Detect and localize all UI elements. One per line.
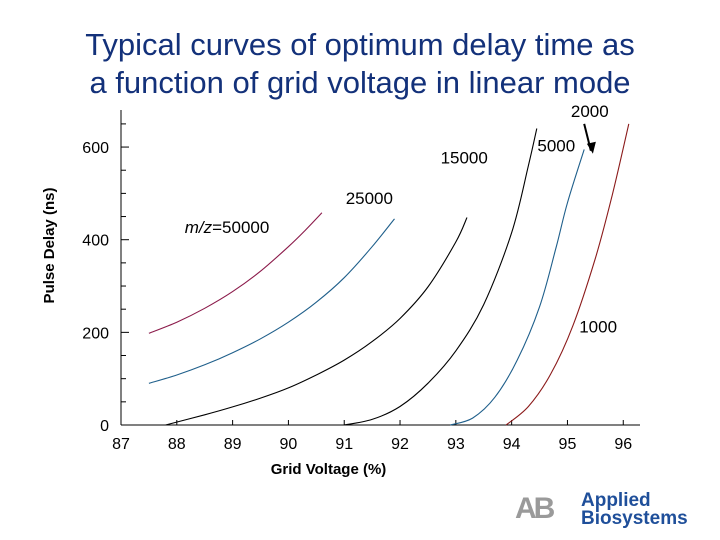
curve-label: m/z=50000 (185, 218, 270, 237)
logo-line-2: Biosystems (581, 508, 688, 529)
slide-title: Typical curves of optimum delay time as … (0, 26, 720, 102)
slide-title-line-2: a function of grid voltage in linear mod… (89, 65, 631, 100)
x-tick-label: 88 (168, 436, 186, 453)
annotation-arrow (583, 123, 596, 154)
logo-wordmark: Applied Biosystems (581, 490, 688, 529)
curve-1000 (505, 123, 630, 426)
y-axis-title: Pulse Delay (ns) (41, 188, 58, 304)
y-tick-label: 200 (82, 325, 109, 342)
applied-biosystems-logo: AB Applied Biosystems (515, 490, 695, 529)
curve-label: 2000 (571, 102, 609, 121)
slide-title-line-1: Typical curves of optimum delay time as (85, 27, 635, 62)
curve-2000 (450, 149, 585, 426)
chart-curves (148, 123, 630, 426)
logo-mark: AB (515, 492, 555, 525)
x-tick-label: 95 (559, 436, 577, 453)
x-tick-label: 90 (280, 436, 298, 453)
chart-labels: m/z=50000 25000 15000 5000 2000 1000 (185, 102, 617, 336)
curve-5000 (344, 128, 538, 426)
curve-m-z-50000 (148, 212, 323, 334)
curve-15000 (165, 217, 468, 426)
arrow-head (586, 141, 596, 154)
x-tick-label: 94 (503, 436, 521, 453)
y-tick-label: 400 (82, 233, 109, 250)
x-tick-label: 96 (614, 436, 632, 453)
x-tick-label: 87 (112, 436, 130, 453)
curve-label: 25000 (346, 189, 393, 208)
curve-25000 (148, 218, 395, 384)
curve-label: 15000 (441, 148, 488, 167)
x-tick-label: 92 (391, 436, 409, 453)
x-tick-label: 91 (335, 436, 353, 453)
y-tick-label: 600 (82, 140, 109, 157)
logo-line-1: Applied (581, 490, 651, 511)
x-tick-label: 89 (224, 436, 242, 453)
chart-axes: 0 200 400 600 87 88 89 90 91 92 93 94 95 96 Grid Volta… (41, 110, 640, 478)
x-axis-title: Grid Voltage (%) (271, 461, 387, 478)
y-tick-label: 0 (100, 418, 109, 435)
x-tick-label: 93 (447, 436, 465, 453)
curve-label: 5000 (537, 137, 575, 156)
curve-label: 1000 (579, 317, 617, 336)
